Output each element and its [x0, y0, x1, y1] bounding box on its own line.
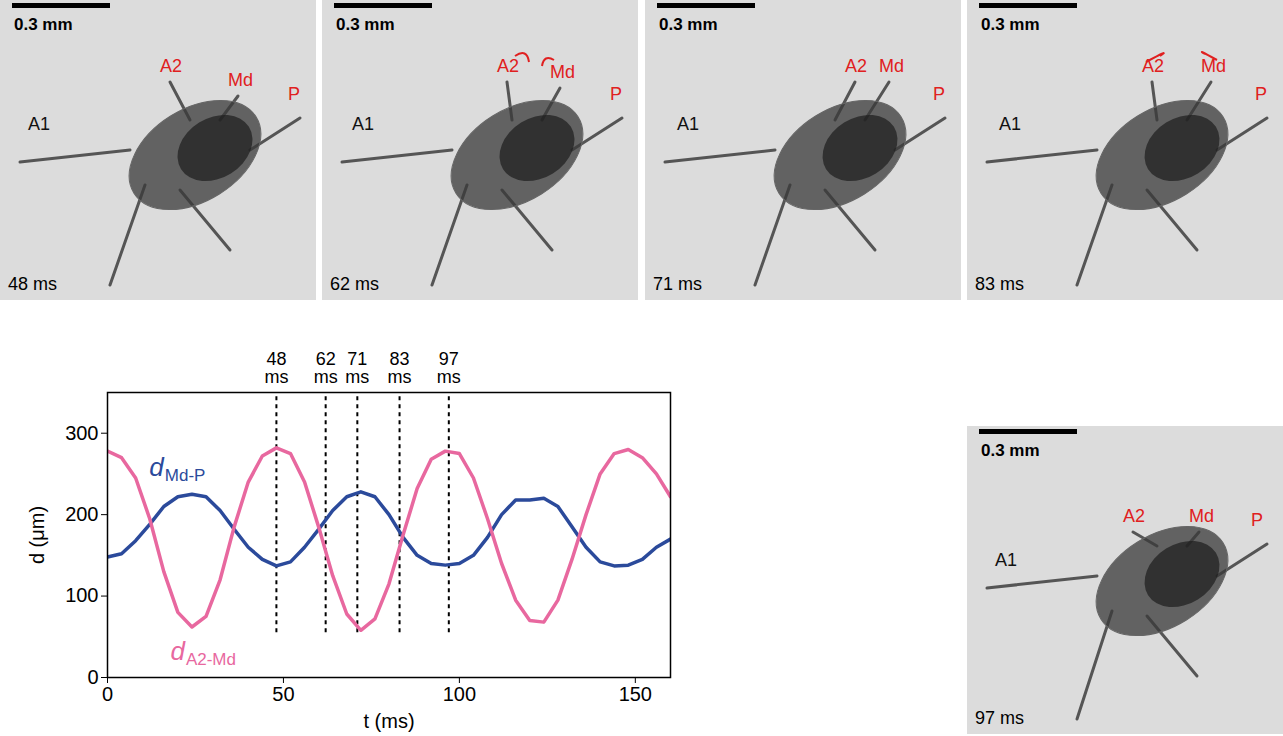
svg-text:A1: A1	[995, 550, 1017, 570]
svg-text:A2: A2	[1123, 506, 1145, 526]
svg-text:0.3 mm: 0.3 mm	[14, 15, 73, 34]
svg-text:100: 100	[443, 683, 476, 705]
svg-text:Md: Md	[228, 70, 253, 90]
svg-text:A2: A2	[160, 56, 182, 76]
svg-text:A2: A2	[1142, 56, 1164, 76]
svg-text:48ms: 48ms	[264, 349, 288, 387]
svg-text:Md: Md	[1189, 506, 1214, 526]
svg-text:Md: Md	[550, 62, 575, 82]
svg-text:A2: A2	[845, 56, 867, 76]
svg-text:200: 200	[65, 503, 98, 525]
svg-text:A1: A1	[677, 114, 699, 134]
svg-text:71ms: 71ms	[345, 349, 369, 387]
svg-text:300: 300	[65, 422, 98, 444]
svg-text:0.3 mm: 0.3 mm	[981, 15, 1040, 34]
svg-text:62ms: 62ms	[314, 349, 338, 387]
svg-text:t (ms): t (ms)	[363, 710, 414, 732]
svg-text:150: 150	[619, 683, 652, 705]
svg-text:Md: Md	[879, 56, 904, 76]
svg-text:0.3 mm: 0.3 mm	[336, 15, 395, 34]
svg-text:d: d	[149, 452, 165, 482]
svg-text:P: P	[933, 84, 945, 104]
svg-text:83 ms: 83 ms	[975, 274, 1024, 294]
svg-text:P: P	[288, 84, 300, 104]
svg-text:62 ms: 62 ms	[330, 274, 379, 294]
svg-text:97ms: 97ms	[437, 349, 461, 387]
svg-text:83ms: 83ms	[388, 349, 412, 387]
svg-text:P: P	[1251, 510, 1263, 530]
svg-text:100: 100	[65, 584, 98, 606]
svg-text:P: P	[610, 84, 622, 104]
svg-text:P: P	[1255, 84, 1267, 104]
svg-text:d: d	[170, 636, 186, 666]
svg-text:A1: A1	[28, 114, 50, 134]
svg-text:d (μm): d (μm)	[26, 506, 48, 564]
svg-text:A1: A1	[999, 114, 1021, 134]
svg-text:0: 0	[87, 666, 98, 688]
svg-text:Md: Md	[1201, 56, 1226, 76]
svg-text:A1: A1	[352, 114, 374, 134]
svg-text:0: 0	[102, 683, 113, 705]
svg-text:A2-Md: A2-Md	[186, 650, 236, 669]
svg-text:A2: A2	[497, 56, 519, 76]
svg-text:0.3 mm: 0.3 mm	[981, 441, 1040, 460]
svg-text:97 ms: 97 ms	[975, 708, 1024, 728]
svg-text:0.3 mm: 0.3 mm	[659, 15, 718, 34]
svg-text:48 ms: 48 ms	[8, 274, 57, 294]
svg-text:Md-P: Md-P	[165, 466, 206, 485]
svg-text:71 ms: 71 ms	[653, 274, 702, 294]
svg-text:50: 50	[272, 683, 294, 705]
